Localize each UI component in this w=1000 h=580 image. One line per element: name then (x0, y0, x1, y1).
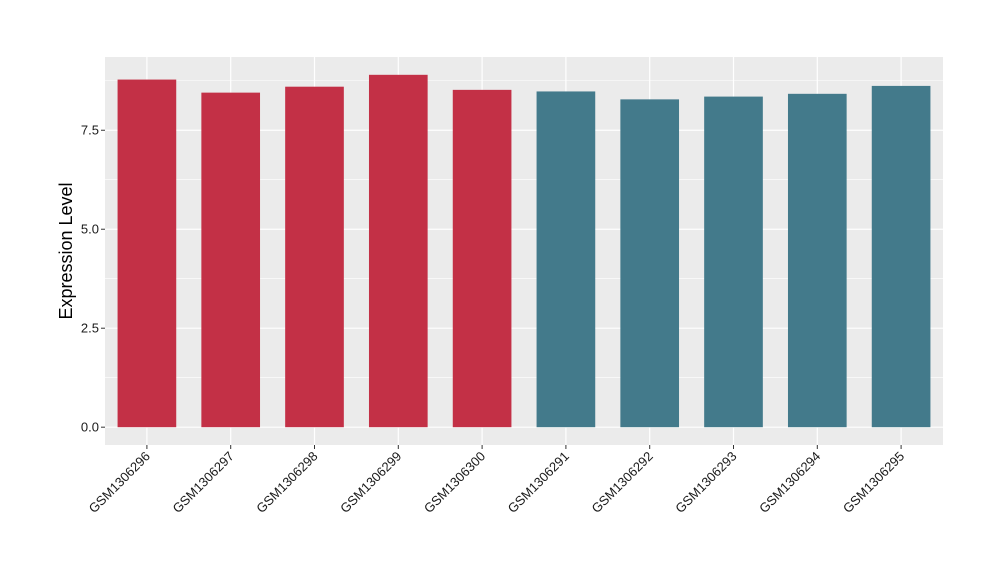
bar-GSM1306296 (117, 79, 177, 428)
x-tick-label: GSM1306298 (253, 449, 320, 516)
bar-GSM1306299 (368, 74, 428, 428)
y-tick-label: 7.5 (81, 123, 99, 138)
y-axis: 0.0 2.5 5.0 7.5 (81, 123, 105, 435)
x-tick-label: GSM1306292 (588, 449, 655, 516)
x-tick-label: GSM1306297 (169, 449, 236, 516)
x-tick-label: GSM1306300 (421, 449, 488, 516)
x-tick-label: GSM1306291 (505, 449, 572, 516)
bar-GSM1306300 (452, 89, 512, 428)
bars (117, 74, 931, 428)
x-tick-label: GSM1306299 (337, 449, 404, 516)
bar-GSM1306298 (285, 86, 344, 428)
x-tick-label: GSM1306294 (756, 449, 823, 516)
x-tick-label: GSM1306296 (86, 449, 153, 516)
y-tick-label: 0.0 (81, 420, 99, 435)
y-tick-label: 5.0 (81, 222, 99, 237)
x-axis: GSM1306296 GSM1306297 GSM1306298 GSM1306299… (86, 445, 907, 516)
bar-GSM1306291 (536, 91, 596, 428)
x-tick-label: GSM1306295 (840, 449, 907, 516)
x-tick-label: GSM1306293 (672, 449, 739, 516)
bar-GSM1306293 (704, 96, 763, 428)
bar-GSM1306295 (871, 85, 931, 428)
bar-GSM1306292 (620, 99, 680, 428)
y-tick-label: 2.5 (81, 321, 99, 336)
bar-GSM1306297 (201, 92, 261, 428)
bar-GSM1306294 (787, 93, 847, 428)
y-axis-title: Expression Level (56, 182, 76, 319)
